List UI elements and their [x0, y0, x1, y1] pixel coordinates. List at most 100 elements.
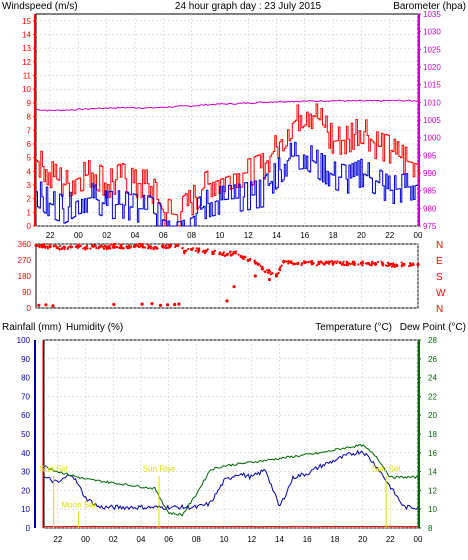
- direction-point: [395, 263, 397, 265]
- wind-panel-x-tick-label: 18: [329, 231, 338, 240]
- humidity-panel-x-tick-label: 22: [386, 535, 395, 544]
- wind-panel-x-tick-label: 20: [357, 231, 366, 240]
- humidity-y-tick-label: 50: [21, 430, 30, 439]
- windspeed-axis-label: Windspeed (m/s): [2, 1, 78, 12]
- barometer-y-tick-label: 1000: [423, 134, 441, 143]
- direction-point: [166, 247, 168, 249]
- direction-point: [254, 260, 256, 262]
- wind-panel-x-tick-label: 14: [272, 231, 281, 240]
- direction-point: [86, 245, 88, 247]
- direction-point: [387, 265, 389, 267]
- direction-point: [143, 246, 145, 248]
- barometer-y-tick-label: 990: [423, 169, 437, 178]
- direction-point: [207, 248, 209, 250]
- direction-point: [37, 304, 40, 307]
- direction-point: [204, 252, 206, 254]
- humidity-panel-x-tick-label: 10: [220, 535, 229, 544]
- direction-point: [159, 304, 162, 307]
- event-marker-label: Sun Set: [39, 465, 68, 474]
- direction-point: [214, 250, 216, 252]
- direction-point: [89, 247, 91, 249]
- direction-point: [122, 247, 124, 249]
- humidity-panel-x-tick-label: 04: [137, 535, 146, 544]
- direction-point: [141, 243, 143, 245]
- direction-point: [203, 250, 205, 252]
- direction-point: [293, 262, 295, 264]
- direction-point: [150, 245, 152, 247]
- direction-point: [279, 267, 281, 269]
- wind-y-tick-label: 12: [22, 58, 31, 67]
- direction-point: [112, 246, 114, 248]
- direction-point: [174, 245, 176, 247]
- humidity-panel-x-tick-label: 02: [109, 535, 118, 544]
- direction-point: [313, 262, 315, 264]
- barometer-y-tick-label: 1020: [423, 63, 441, 72]
- direction-point: [316, 264, 318, 266]
- direction-point: [146, 243, 148, 245]
- direction-point: [77, 247, 79, 249]
- direction-point: [320, 260, 322, 262]
- humidity-y-tick-label: 0: [26, 524, 31, 533]
- wind-y-tick-label: 14: [22, 31, 31, 40]
- direction-point: [266, 269, 268, 271]
- wind-panel-x-tick-label: 02: [102, 231, 111, 240]
- direction-point: [283, 261, 285, 263]
- direction-point: [249, 259, 251, 261]
- humidity-y-tick-label: 70: [21, 392, 30, 401]
- direction-point: [240, 256, 242, 258]
- wind-panel-x-tick-label: 22: [46, 231, 55, 240]
- barometer-y-tick-label: 1010: [423, 98, 441, 107]
- direction-point: [150, 302, 153, 305]
- direction-point: [153, 248, 155, 250]
- direction-point: [268, 269, 270, 271]
- temperature-y-tick-label: 12: [428, 486, 437, 495]
- direction-point: [371, 264, 373, 266]
- direction-point: [166, 303, 169, 306]
- direction-point: [385, 264, 387, 266]
- wind-y-tick-label: 4: [27, 167, 32, 176]
- direction-point: [377, 261, 379, 263]
- direction-point: [51, 304, 54, 307]
- direction-y-tick-label: 360: [18, 240, 32, 249]
- direction-point: [196, 247, 198, 249]
- direction-point: [305, 261, 307, 263]
- humidity-panel-x-tick-label: 00: [81, 535, 90, 544]
- temperature-y-tick-label: 22: [428, 392, 437, 401]
- direction-point: [381, 263, 383, 265]
- direction-point: [311, 263, 313, 265]
- event-marker-label: Moon Set: [62, 500, 97, 509]
- humidity-panel-x-tick-label: 12: [247, 535, 256, 544]
- rainfall-axis-label: Rainfall (mm): [2, 322, 61, 333]
- direction-point: [48, 243, 50, 245]
- direction-point: [323, 263, 325, 265]
- direction-y-tick-label: 270: [18, 256, 32, 265]
- temperature-y-tick-label: 18: [428, 430, 437, 439]
- direction-point: [235, 252, 237, 254]
- wind-y-tick-label: 11: [23, 72, 32, 81]
- direction-point: [416, 263, 419, 266]
- direction-point: [268, 278, 271, 281]
- compass-label: N: [436, 304, 443, 315]
- direction-point: [44, 303, 47, 306]
- direction-point: [79, 245, 81, 247]
- humidity-panel-x-tick-label: 00: [414, 535, 423, 544]
- direction-point: [392, 264, 394, 266]
- wind-panel-x-tick-label: 22: [385, 231, 394, 240]
- humidity-axis-label: Humidity (%): [66, 322, 123, 333]
- barometer-y-tick-label: 1035: [423, 10, 441, 19]
- temperature-axis-label: Temperature (°C): [315, 322, 392, 333]
- barometer-y-tick-label: 1005: [423, 116, 441, 125]
- direction-point: [336, 260, 338, 262]
- direction-point: [412, 264, 414, 266]
- direction-point: [104, 245, 106, 247]
- direction-point: [343, 264, 345, 266]
- humidity-y-tick-label: 90: [21, 355, 30, 364]
- humidity-panel-x-tick-label: 18: [330, 535, 339, 544]
- direction-point: [381, 261, 383, 263]
- direction-point: [361, 264, 363, 266]
- barometer-y-tick-label: 985: [423, 187, 437, 196]
- direction-point: [120, 244, 122, 246]
- direction-point: [128, 245, 130, 247]
